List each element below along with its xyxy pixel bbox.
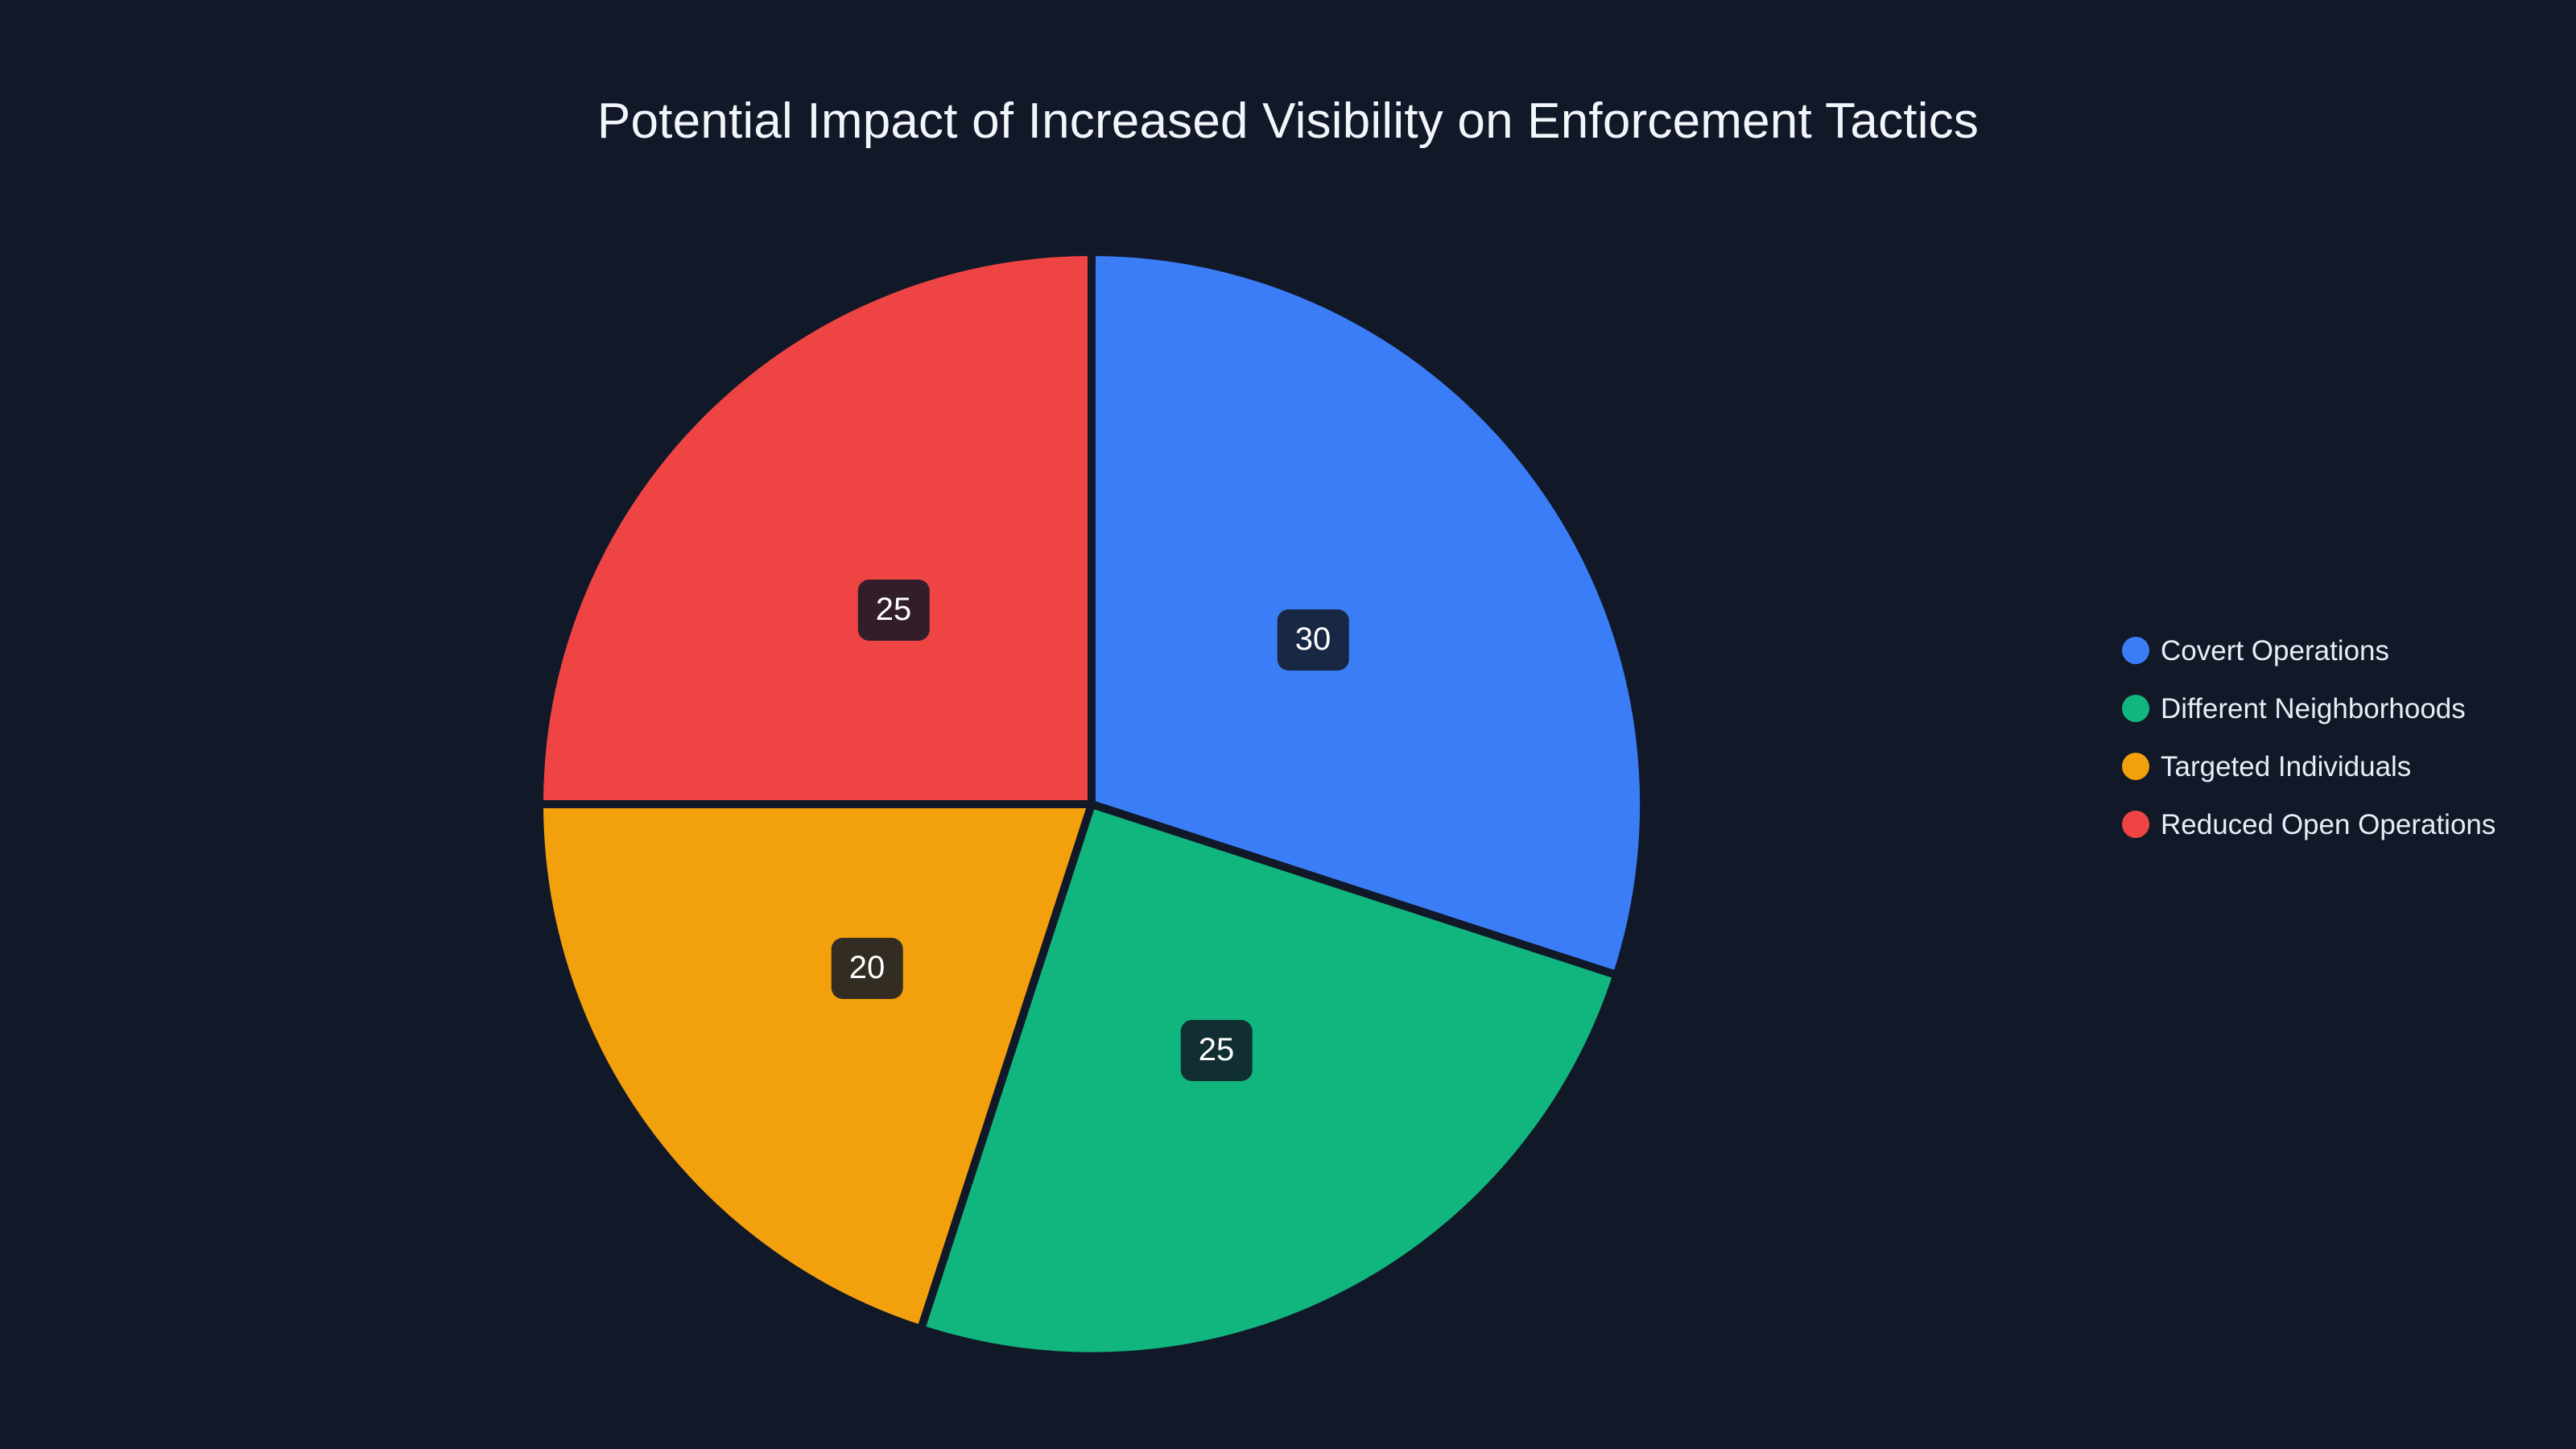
pie-svg [535,248,1649,1360]
legend-item-different-neighborhoods[interactable]: Different Neighborhoods [2122,679,2496,737]
pie-label-targeted-individuals: 20 [831,938,903,999]
legend-color-swatch-icon [2122,637,2149,664]
legend-item-targeted-individuals[interactable]: Targeted Individuals [2122,737,2496,795]
legend-item-reduced-open-operations[interactable]: Reduced Open Operations [2122,795,2496,853]
legend-color-swatch-icon [2122,811,2149,838]
pie-label-covert-operations: 30 [1277,609,1349,671]
legend-item-covert-operations[interactable]: Covert Operations [2122,621,2496,679]
chart-legend: Covert Operations Different Neighborhood… [2122,621,2496,853]
legend-item-label: Targeted Individuals [2161,750,2412,782]
pie-label-reduced-open-operations: 25 [857,580,930,641]
pie-slice-reduced-open-operations[interactable] [535,248,1096,808]
pie-slice-targeted-individuals[interactable] [535,800,1096,1334]
legend-item-label: Reduced Open Operations [2161,808,2496,840]
chart-title: Potential Impact of Increased Visibility… [597,93,1979,149]
pie-slice-different-neighborhoods[interactable] [916,800,1621,1360]
pie-plot-area: 30 25 20 25 [535,248,1649,1360]
legend-color-swatch-icon [2122,753,2149,780]
legend-item-label: Different Neighborhoods [2161,692,2466,724]
pie-label-different-neighborhoods: 25 [1180,1020,1253,1081]
pie-slice-covert-operations[interactable] [1088,248,1649,980]
legend-item-label: Covert Operations [2161,634,2390,667]
legend-color-swatch-icon [2122,695,2149,722]
